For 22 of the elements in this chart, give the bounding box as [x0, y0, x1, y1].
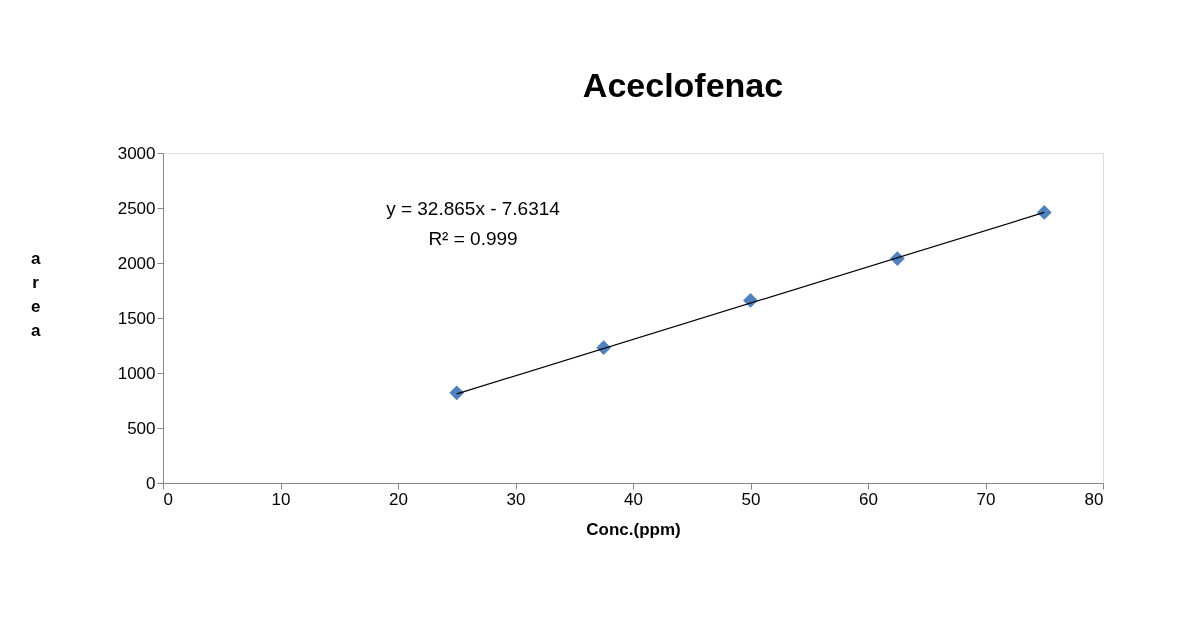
y-tick-label: 2500	[117, 198, 156, 218]
x-tick-label: 50	[741, 489, 761, 509]
annotation: y = 32.865x - 7.6314	[386, 198, 561, 219]
y-tick-label: 2000	[117, 253, 156, 273]
point	[1036, 204, 1052, 220]
x-tick-label: 10	[271, 489, 291, 509]
x-tick-label: 0	[163, 489, 173, 509]
x-tick-label: 20	[389, 489, 408, 509]
x-tick-label: 40	[624, 489, 643, 509]
y-axis-title: area	[30, 248, 41, 340]
x-tick-label: 30	[506, 489, 526, 509]
x-axis-title: Conc.(ppm)	[586, 519, 681, 539]
chart-title: Aceclofenac	[582, 66, 784, 104]
y-tick-label: 0	[146, 473, 156, 493]
x-tick-label: 60	[859, 489, 878, 509]
x-tick-label: 80	[1084, 489, 1104, 509]
annotation: R² = 0.999	[428, 228, 518, 249]
x-tick-label: 70	[976, 489, 996, 509]
y-tick-label: 500	[127, 418, 156, 438]
y-tick-label: 3000	[117, 143, 156, 163]
y-tick-label: 1500	[117, 308, 156, 328]
y-tick-label: 1000	[117, 363, 156, 383]
